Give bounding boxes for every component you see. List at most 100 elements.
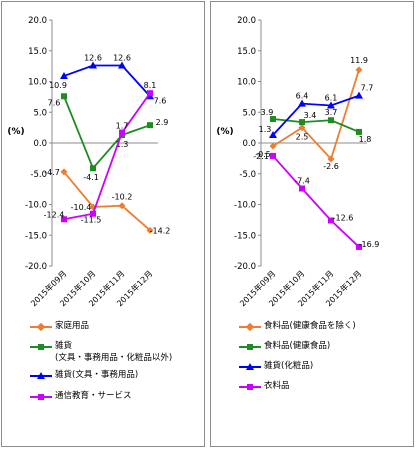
data-label: 3.4: [304, 111, 317, 120]
y-tick-label: -5.0: [239, 170, 256, 180]
data-point: [327, 101, 335, 109]
data-label: -10.2: [112, 193, 133, 202]
series-line: [63, 95, 151, 170]
data-label: 12.6: [84, 54, 102, 63]
data-point: [299, 119, 305, 126]
data-label: 1.3: [259, 125, 272, 134]
chart-right: 20.0 15.0 10.0 5.0 0.0 -5.0 -10.0 -15.0 -20.0 (%)…: [216, 16, 380, 308]
y-tick-label: -15.0: [234, 231, 256, 241]
chart-panel-right: 20.0 15.0 10.0 5.0 0.0 -5.0 -10.0 -15.0 -20.0 (%)…: [210, 1, 414, 447]
data-label: -12.4: [44, 210, 65, 219]
data-label: 12.6: [113, 54, 131, 63]
legend-item: 食料品(健康食品を除く): [239, 320, 356, 332]
data-label: -0.5: [255, 150, 271, 159]
legend-marker: [239, 382, 261, 392]
data-label: 7.7: [361, 84, 374, 93]
data-point: [147, 122, 153, 129]
series-4: -12.4 -11.5 1.7 8.1: [44, 81, 157, 225]
data-point: [355, 66, 363, 74]
series-3: 1.3 6.4 6.1 7.7: [259, 84, 374, 139]
y-tick-label: 20.0: [28, 16, 47, 26]
legend-item: 雑貨 (文具・事務用品・化粧品以外): [30, 340, 172, 364]
legend-label: 衣料品: [264, 381, 290, 391]
data-point: [146, 226, 154, 234]
data-label: -4.7: [44, 168, 60, 177]
data-point: [328, 117, 334, 124]
y-axis-label: (%): [7, 127, 24, 137]
data-point: [269, 142, 277, 150]
data-label: -14.2: [150, 226, 171, 235]
data-label: -7.4: [294, 177, 310, 186]
y-tick-label: -20.0: [25, 262, 47, 272]
data-point: [118, 202, 126, 210]
y-tick-label: -20.0: [234, 262, 256, 272]
data-point: [89, 61, 97, 69]
data-point: [298, 99, 306, 107]
data-point: [328, 217, 334, 224]
data-label: 1.8: [359, 135, 372, 144]
legend-label: 食料品(健康食品を除く): [264, 321, 356, 331]
legend-marker: [30, 342, 52, 352]
data-label: 8.1: [144, 81, 157, 90]
y-tick-label: -15.0: [25, 231, 47, 241]
data-point: [355, 91, 363, 99]
y-tick-label: 20.0: [237, 16, 256, 26]
data-point: [299, 185, 305, 192]
data-label: 3.7: [325, 108, 338, 117]
data-point: [119, 129, 125, 136]
y-tick-label: -5.0: [30, 170, 47, 180]
series-1: -4.7 -10.4 -10.2 -14.2: [44, 168, 170, 235]
data-label: 6.4: [296, 92, 309, 101]
y-tick-label: 5.0: [33, 108, 47, 118]
series-line: [272, 94, 360, 136]
y-axis-label: (%): [216, 127, 233, 137]
data-label: -11.5: [81, 216, 102, 225]
data-point: [61, 93, 67, 100]
legend-marker: [30, 322, 52, 332]
data-point: [270, 152, 276, 159]
data-label: 7.6: [154, 96, 167, 105]
data-label: 7.6: [48, 98, 61, 107]
legend-item: 雑貨(化粧品): [239, 360, 313, 372]
data-label: -16.9: [359, 240, 380, 249]
legend-left: 家庭用品雑貨 (文具・事務用品・化粧品以外) 雑貨(文具・事務用品) 通信教育・サー…: [2, 2, 206, 448]
legend-label: 雑貨(化粧品): [264, 361, 314, 371]
y-tick-label: -10.0: [234, 201, 256, 211]
y-tick-label: 0.0: [33, 139, 47, 149]
data-label: 1.7: [116, 122, 129, 131]
y-tick-label: 0.0: [242, 139, 256, 149]
series-line: [272, 155, 360, 248]
legend-label: 雑貨(文具・事務用品): [55, 370, 139, 380]
data-point: [60, 168, 68, 176]
legend-marker: [239, 362, 261, 372]
data-point: [298, 124, 306, 132]
y-tick-label: 5.0: [242, 108, 256, 118]
legend-item: 通信教育・サービス: [30, 390, 132, 402]
data-label: -4.1: [83, 173, 99, 182]
legend-label: 雑貨 (文具・事務用品・化粧品以外): [55, 341, 173, 363]
series-line: [63, 171, 151, 232]
data-point: [147, 90, 153, 97]
data-label: 3.9: [261, 108, 274, 117]
y-tick-label: 15.0: [28, 47, 47, 57]
chart-left: 20.0 15.0 10.0 5.0 0.0 -5.0 -10.0 -15.0 -20.0 (%)…: [7, 16, 170, 308]
legend-marker: [30, 371, 52, 381]
data-label: 2.5: [296, 133, 309, 142]
data-label: 1.3: [116, 140, 129, 149]
series-line: [272, 69, 360, 161]
data-label: -2.1: [253, 152, 269, 161]
data-label: 11.9: [350, 56, 368, 65]
data-point: [356, 243, 362, 250]
legend-label: 通信教育・サービス: [55, 391, 132, 401]
data-point: [269, 131, 277, 139]
data-label: -12.6: [333, 213, 354, 222]
series-line: [63, 92, 151, 221]
data-point: [60, 71, 68, 79]
data-label: 10.9: [49, 81, 67, 90]
legend-item: 衣料品: [239, 380, 290, 392]
y-tick-label: 10.0: [28, 78, 47, 88]
legend-item: 食料品(健康食品): [239, 340, 330, 352]
legend-item: 雑貨(文具・事務用品): [30, 369, 138, 381]
y-tick-label: 10.0: [237, 78, 256, 88]
legend-label: 家庭用品: [55, 321, 90, 331]
